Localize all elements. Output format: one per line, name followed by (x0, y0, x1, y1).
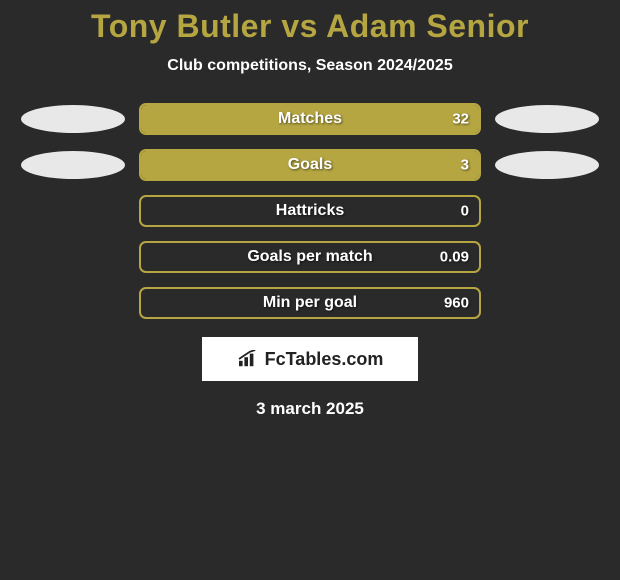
right-indicator (495, 289, 599, 317)
left-indicator (21, 243, 125, 271)
stat-label: Matches (278, 110, 342, 128)
stat-value: 32 (452, 111, 469, 128)
right-indicator (495, 197, 599, 225)
subtitle: Club competitions, Season 2024/2025 (0, 57, 620, 75)
stat-bar: Goals per match 0.09 (139, 241, 481, 273)
stats-list: Matches 32 Goals 3 Hattricks 0 Goals per match… (0, 103, 620, 319)
comparison-card: Tony Butler vs Adam Senior Club competit… (0, 0, 620, 419)
brand-badge[interactable]: FcTables.com (202, 337, 418, 381)
stat-row: Matches 32 (0, 103, 620, 135)
stat-label: Hattricks (276, 202, 344, 220)
bar-chart-icon (237, 350, 259, 368)
stat-bar: Hattricks 0 (139, 195, 481, 227)
stat-row: Min per goal 960 (0, 287, 620, 319)
stat-label: Goals (288, 156, 332, 174)
date-label: 3 march 2025 (0, 399, 620, 419)
stat-bar: Matches 32 (139, 103, 481, 135)
stat-row: Hattricks 0 (0, 195, 620, 227)
stat-row: Goals 3 (0, 149, 620, 181)
brand-text: FcTables.com (265, 349, 384, 370)
stat-label: Min per goal (263, 294, 357, 312)
left-indicator (21, 151, 125, 179)
stat-value: 0 (461, 203, 469, 220)
right-indicator (495, 105, 599, 133)
right-indicator (495, 243, 599, 271)
right-indicator (495, 151, 599, 179)
stat-bar: Goals 3 (139, 149, 481, 181)
stat-row: Goals per match 0.09 (0, 241, 620, 273)
stat-value: 960 (444, 295, 469, 312)
left-indicator (21, 197, 125, 225)
stat-bar: Min per goal 960 (139, 287, 481, 319)
stat-label: Goals per match (247, 248, 372, 266)
page-title: Tony Butler vs Adam Senior (0, 8, 620, 45)
stat-value: 0.09 (440, 249, 469, 266)
left-indicator (21, 289, 125, 317)
left-indicator (21, 105, 125, 133)
stat-value: 3 (461, 157, 469, 174)
